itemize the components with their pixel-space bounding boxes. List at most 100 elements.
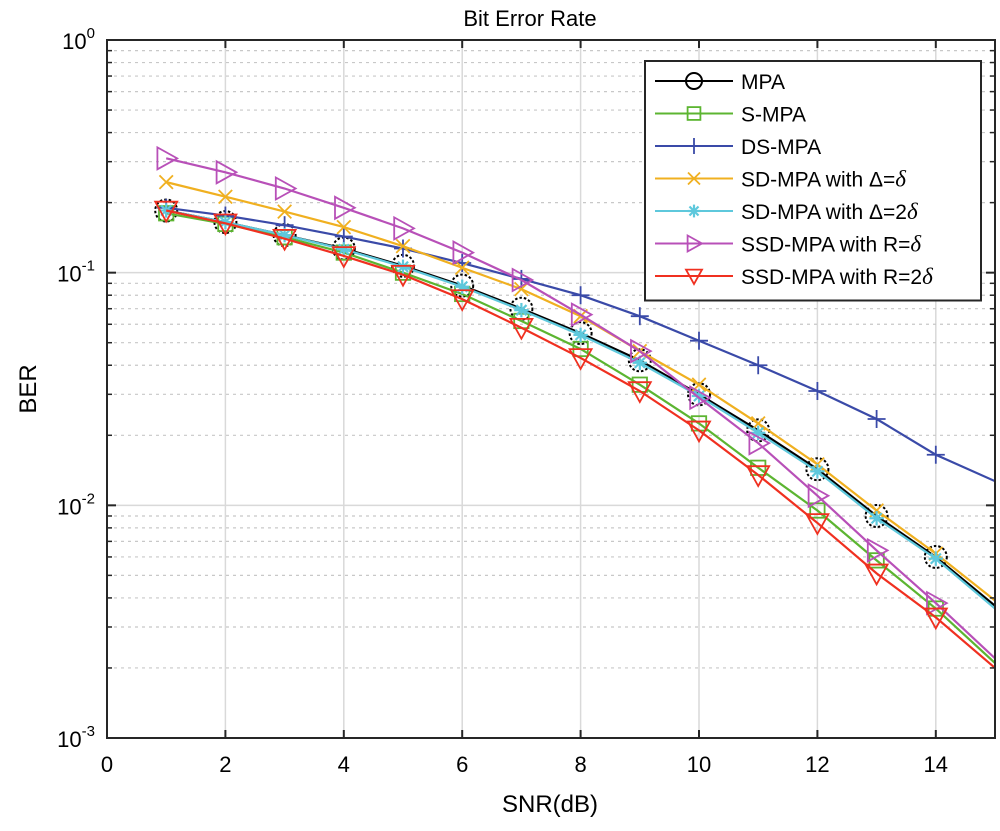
x-tick-label: 2 <box>219 752 231 777</box>
star-marker-arm <box>574 329 587 341</box>
grid <box>107 40 995 738</box>
series-ssd-mpa-with-r-2- <box>153 200 995 669</box>
star-marker <box>514 302 529 318</box>
triangle-down-marker-shape <box>627 381 653 404</box>
legend-item: SD-MPA with Δ=2δ <box>655 199 918 224</box>
triangle-right-marker-shape <box>511 267 535 293</box>
triangle-right-marker-shape <box>274 175 298 202</box>
triangle-down-marker <box>212 213 238 237</box>
circle-marker <box>450 273 475 298</box>
x-marker <box>687 171 701 186</box>
triangle-right-marker <box>274 175 298 202</box>
plus-marker <box>808 382 827 401</box>
x-tick-label: 12 <box>805 752 829 777</box>
triangle-right-marker <box>156 145 180 171</box>
plus-marker <box>690 331 708 350</box>
x-tick-label: 14 <box>924 752 948 777</box>
triangle-down-marker <box>627 381 653 404</box>
triangle-down-marker <box>331 246 357 269</box>
triangle-down-marker <box>745 465 771 488</box>
x-marker <box>158 174 174 190</box>
triangle-down-marker-shape <box>390 265 416 288</box>
triangle-down-marker <box>153 200 179 224</box>
star-marker-arm <box>515 304 528 317</box>
triangle-right-marker <box>570 302 594 328</box>
triangle-right-marker <box>689 385 712 411</box>
star-marker <box>336 242 351 257</box>
plus-marker <box>630 307 649 326</box>
legend-label: MPA <box>741 71 785 94</box>
triangle-down-marker-shape <box>923 607 949 631</box>
star-marker-arm <box>337 243 350 256</box>
triangle-down-marker-shape <box>331 246 357 269</box>
y-tick-labels: 10-3 10-2 10-1 100 <box>57 25 95 752</box>
x-marker <box>218 189 233 205</box>
legend-item: SSD-MPA with R=δ <box>655 232 921 257</box>
triangle-down-marker <box>864 563 890 587</box>
x-marker-b <box>336 219 352 235</box>
circle-marker-shape <box>450 273 475 298</box>
square-marker <box>686 106 702 121</box>
y-tick-label: 10-1 <box>57 258 95 287</box>
legend-label: SD-MPA with Δ=2δ <box>741 199 918 224</box>
triangle-right-marker <box>511 267 535 293</box>
triangle-down-marker-shape <box>272 228 298 252</box>
triangle-right-marker-shape <box>689 385 712 411</box>
star-marker <box>687 204 701 218</box>
y-tick-label: 100 <box>62 25 95 54</box>
legend-item: MPA <box>655 71 785 94</box>
triangle-down-marker-shape <box>804 513 830 536</box>
triangle-right-marker <box>686 233 704 254</box>
x-tick-label: 10 <box>687 752 711 777</box>
triangle-right-marker-shape <box>807 483 831 509</box>
legend-label: SSD-MPA with R=δ <box>741 232 921 257</box>
triangle-down-marker-shape <box>684 268 704 286</box>
circle-marker <box>568 321 593 346</box>
star-marker <box>455 279 470 294</box>
circle-marker-shape <box>923 544 948 569</box>
circle-marker-shape <box>568 321 593 346</box>
triangle-down-marker <box>804 513 830 536</box>
triangle-right-marker-shape <box>452 240 476 266</box>
star-marker <box>869 511 884 526</box>
circle-marker-shape <box>685 72 703 90</box>
star-marker-arm <box>929 552 942 565</box>
x-marker-b <box>395 238 411 254</box>
triangle-right-marker-shape <box>570 302 594 328</box>
star-marker <box>573 327 588 343</box>
triangle-right-marker <box>215 159 239 185</box>
star-marker <box>810 464 825 479</box>
triangle-down-marker <box>390 265 416 288</box>
square-marker-shape <box>686 106 702 121</box>
triangle-down-marker <box>684 268 704 286</box>
x-tick-label: 4 <box>338 752 350 777</box>
plus-marker <box>926 445 945 464</box>
y-axis-title: BER <box>15 364 42 413</box>
triangle-right-marker <box>452 240 476 266</box>
star-marker <box>928 551 943 566</box>
triangle-down-marker <box>449 289 475 312</box>
y-tick-label: 10-2 <box>57 490 95 519</box>
x-tick-label: 6 <box>456 752 468 777</box>
star-marker-arm <box>811 465 824 478</box>
legend-item: SSD-MPA with R=2δ <box>655 264 933 289</box>
triangle-right-marker-shape <box>334 195 357 221</box>
triangle-down-marker <box>686 420 712 444</box>
circle-marker-shape <box>687 382 711 407</box>
triangle-right-marker <box>393 215 416 241</box>
triangle-right-marker-shape <box>748 430 772 456</box>
circle-marker <box>805 457 830 482</box>
plus-marker <box>686 138 702 154</box>
x-marker <box>336 219 352 235</box>
triangle-right-marker <box>748 430 772 456</box>
triangle-down-marker <box>272 228 298 252</box>
x-tick-label: 0 <box>101 752 113 777</box>
triangle-down-marker <box>508 318 534 341</box>
legend-label: DS-MPA <box>741 136 821 159</box>
legend-label: SSD-MPA with R=2δ <box>741 264 933 289</box>
triangle-down-marker-shape <box>449 289 475 312</box>
triangle-down-marker <box>568 348 594 371</box>
circle-marker <box>687 382 711 407</box>
axis-ticks <box>106 39 995 739</box>
circle-marker-shape <box>509 296 534 321</box>
